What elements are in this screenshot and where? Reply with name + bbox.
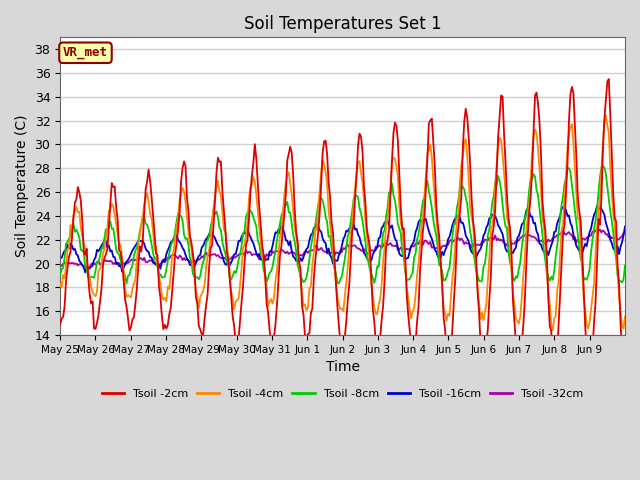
Tsoil -32cm <box>86 265 93 271</box>
Tsoil -4cm <box>459 154 467 160</box>
Line: Tsoil -8cm: Tsoil -8cm <box>60 166 625 284</box>
Tsoil -4cm <box>549 327 557 333</box>
Tsoil -16cm <box>545 252 552 258</box>
Text: VR_met: VR_met <box>63 46 108 59</box>
Tsoil -16cm <box>621 224 629 229</box>
Line: Tsoil -2cm: Tsoil -2cm <box>60 79 625 375</box>
Tsoil -4cm <box>347 231 355 237</box>
Tsoil -16cm <box>81 269 89 275</box>
Tsoil -16cm <box>76 258 83 264</box>
Y-axis label: Soil Temperature (C): Soil Temperature (C) <box>15 115 29 257</box>
Tsoil -8cm <box>348 209 356 215</box>
Tsoil -16cm <box>593 203 601 209</box>
Tsoil -8cm <box>545 274 552 280</box>
Tsoil -4cm <box>93 288 101 294</box>
Tsoil -32cm <box>95 258 102 264</box>
Tsoil -8cm <box>123 281 131 287</box>
Tsoil -32cm <box>76 261 83 267</box>
Tsoil -32cm <box>620 230 627 236</box>
Tsoil -8cm <box>621 263 629 268</box>
Tsoil -2cm <box>347 257 355 263</box>
Tsoil -32cm <box>596 227 604 232</box>
Tsoil -32cm <box>348 243 356 249</box>
Tsoil -8cm <box>56 272 64 277</box>
Tsoil -2cm <box>459 147 467 153</box>
Tsoil -2cm <box>605 76 612 82</box>
Tsoil -32cm <box>56 262 64 268</box>
Tsoil -2cm <box>543 254 550 260</box>
Tsoil -8cm <box>460 187 468 192</box>
Tsoil -2cm <box>618 348 626 354</box>
Tsoil -8cm <box>93 259 101 265</box>
Tsoil -16cm <box>56 255 64 261</box>
Tsoil -16cm <box>95 248 102 254</box>
Tsoil -32cm <box>621 230 629 236</box>
Tsoil -4cm <box>56 281 64 287</box>
Tsoil -8cm <box>599 163 607 169</box>
Tsoil -4cm <box>621 313 629 319</box>
Line: Tsoil -16cm: Tsoil -16cm <box>60 206 625 272</box>
Tsoil -32cm <box>545 237 552 242</box>
Tsoil -4cm <box>602 112 610 118</box>
Tsoil -8cm <box>620 276 627 282</box>
Title: Soil Temperatures Set 1: Soil Temperatures Set 1 <box>244 15 442 33</box>
Tsoil -16cm <box>348 220 356 226</box>
Tsoil -2cm <box>93 320 101 326</box>
Tsoil -4cm <box>620 326 627 332</box>
Tsoil -16cm <box>460 225 468 230</box>
Legend: Tsoil -2cm, Tsoil -4cm, Tsoil -8cm, Tsoil -16cm, Tsoil -32cm: Tsoil -2cm, Tsoil -4cm, Tsoil -8cm, Tsoi… <box>97 385 588 404</box>
Tsoil -4cm <box>543 267 550 273</box>
Line: Tsoil -32cm: Tsoil -32cm <box>60 229 625 268</box>
Tsoil -4cm <box>76 209 83 215</box>
Tsoil -32cm <box>460 241 468 247</box>
X-axis label: Time: Time <box>326 360 360 374</box>
Tsoil -8cm <box>76 235 83 240</box>
Tsoil -16cm <box>620 232 627 238</box>
Tsoil -2cm <box>76 190 83 195</box>
Line: Tsoil -4cm: Tsoil -4cm <box>60 115 625 330</box>
Tsoil -2cm <box>56 321 64 327</box>
Tsoil -2cm <box>621 372 629 378</box>
